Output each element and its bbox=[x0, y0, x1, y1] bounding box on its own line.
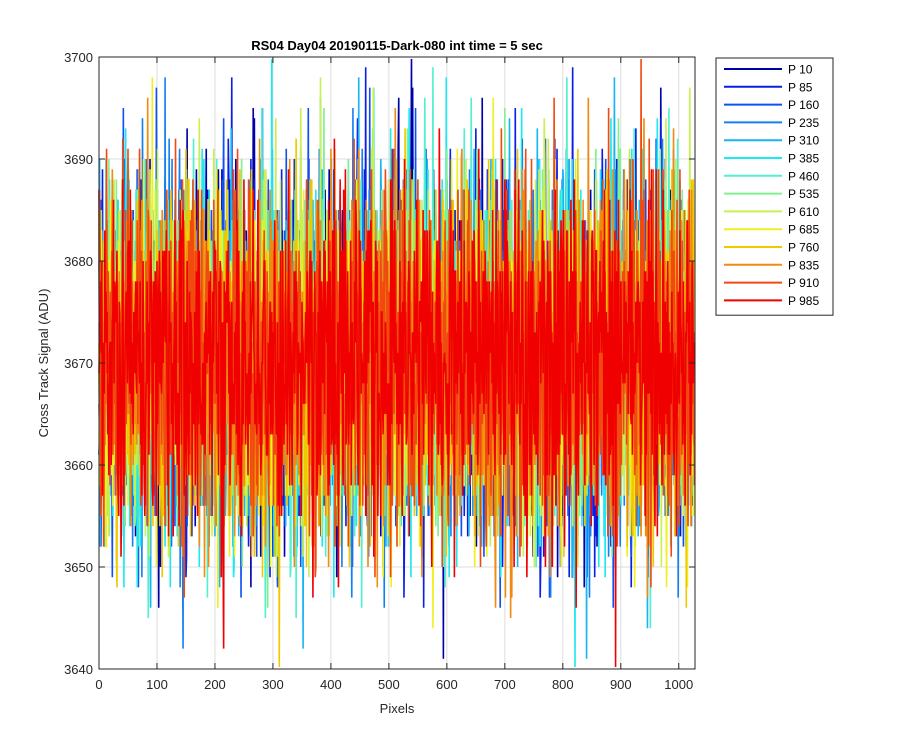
x-tick-label: 300 bbox=[262, 677, 284, 692]
y-tick-label: 3700 bbox=[64, 50, 93, 65]
legend-label: P 835 bbox=[788, 258, 819, 272]
legend-label: P 460 bbox=[788, 169, 819, 183]
legend-label: P 310 bbox=[788, 134, 819, 148]
x-tick-label: 500 bbox=[378, 677, 400, 692]
y-tick-label: 3650 bbox=[64, 560, 93, 575]
legend-label: P 235 bbox=[788, 116, 819, 130]
x-tick-label: 400 bbox=[320, 677, 342, 692]
legend-label: P 535 bbox=[788, 187, 819, 201]
series-line bbox=[98, 128, 696, 667]
legend-label: P 10 bbox=[788, 63, 813, 77]
axis-ticks: 0 100 200 300 400 500 600 700 800 900 1000 3640 3650… bbox=[64, 50, 695, 692]
x-tick-label: 900 bbox=[610, 677, 632, 692]
legend-label: P 760 bbox=[788, 241, 819, 255]
x-tick-label: 0 bbox=[95, 677, 102, 692]
legend-label: P 910 bbox=[788, 276, 819, 290]
x-tick-label: 200 bbox=[204, 677, 226, 692]
chart-title: RS04 Day04 20190115-Dark-080 int time = … bbox=[251, 38, 543, 53]
y-axis-label: Cross Track Signal (ADU) bbox=[36, 289, 51, 438]
x-tick-label: 800 bbox=[552, 677, 574, 692]
y-tick-label: 3640 bbox=[64, 662, 93, 677]
x-tick-label: 1000 bbox=[664, 677, 693, 692]
plot-series bbox=[98, 59, 696, 667]
x-tick-label: 100 bbox=[146, 677, 168, 692]
y-tick-label: 3680 bbox=[64, 254, 93, 269]
legend-label: P 685 bbox=[788, 223, 819, 237]
legend-label: P 160 bbox=[788, 98, 819, 112]
legend-label: P 385 bbox=[788, 152, 819, 166]
legend: P 10 P 85 P 160 P 235 P 310 P 385 P 460 P 535 P … bbox=[715, 57, 834, 316]
x-axis-label: Pixels bbox=[380, 701, 415, 716]
legend-box bbox=[715, 57, 834, 316]
legend-label: P 610 bbox=[788, 205, 819, 219]
y-tick-label: 3670 bbox=[64, 356, 93, 371]
y-tick-label: 3690 bbox=[64, 152, 93, 167]
y-tick-label: 3660 bbox=[64, 458, 93, 473]
legend-label: P 985 bbox=[788, 294, 819, 308]
legend-label: P 85 bbox=[788, 80, 813, 94]
x-tick-label: 600 bbox=[436, 677, 458, 692]
x-tick-label: 700 bbox=[494, 677, 516, 692]
